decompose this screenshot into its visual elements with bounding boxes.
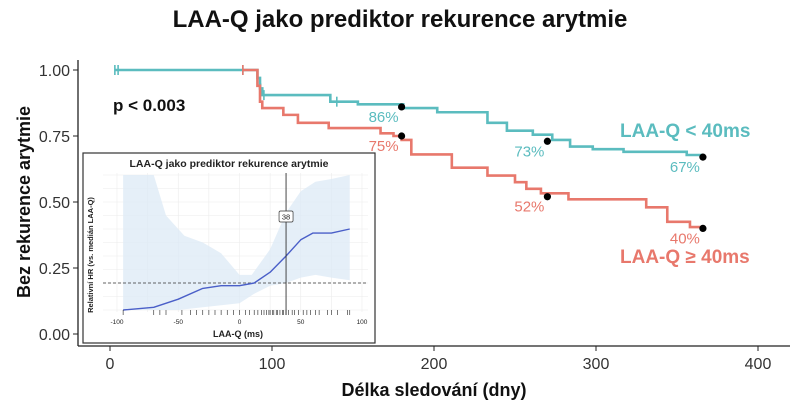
inset-chart: LAA-Q jako prediktor rekurence arytmie L… [82, 152, 376, 344]
x-tick-label: 100 [259, 356, 286, 373]
inset-title: LAA-Q jako prediktor rekurence arytmie [130, 158, 329, 170]
inset-x-tick-label: 100 [357, 319, 368, 326]
y-tick-label: 0.00 [39, 327, 70, 344]
legend-low: LAA-Q < 40ms [620, 121, 750, 142]
inset-cutoff-label: 38 [282, 213, 290, 222]
timepoint-marker [543, 193, 552, 201]
survival-percent-label: 75% [369, 138, 399, 155]
x-tick-label: 400 [745, 356, 772, 373]
inset-cutoff-box [278, 210, 294, 223]
timepoint-marker [543, 137, 552, 145]
timepoint-marker [699, 153, 707, 161]
timepoint-marker [398, 132, 406, 140]
survival-percent-label: 86% [369, 109, 399, 126]
timepoint-marker [699, 224, 707, 232]
legend-high: LAA-Q ≥ 40ms [620, 247, 750, 268]
km-curve-low [114, 68, 703, 157]
x-axis-label: Délka sledování (dny) [341, 380, 526, 400]
timepoint-marker [398, 103, 406, 111]
x-tick-label: 200 [421, 356, 448, 373]
y-tick-label: 0.25 [39, 261, 70, 278]
inset-x-label: LAA-Q (ms) [213, 329, 263, 339]
x-tick-label: 0 [106, 356, 115, 373]
inset-confidence-band [123, 175, 350, 310]
survival-percent-label: 67% [670, 159, 700, 176]
survival-percent-label: 40% [670, 230, 700, 247]
inset-hr-curve [123, 228, 350, 311]
y-tick-label: 0.75 [39, 129, 70, 146]
survival-percent-label: 73% [514, 143, 544, 160]
inset-x-tick-label: -100 [110, 319, 123, 326]
p-value: p < 0.003 [113, 96, 185, 115]
y-tick-label: 1.00 [39, 63, 70, 80]
survival-percent-label: 52% [514, 199, 544, 216]
inset-x-tick-label: 50 [297, 319, 305, 326]
inset-y-label: Relativní HR (vs. medián LAA-Q) [86, 197, 95, 313]
inset-x-tick-label: 0 [238, 319, 242, 326]
y-tick-label: 0.50 [39, 195, 70, 212]
inset-x-tick-label: -50 [174, 319, 184, 326]
km-curve-high [242, 68, 705, 229]
chart-title: LAA-Q jako prediktor rekurence arytmie [172, 6, 628, 33]
x-tick-label: 300 [583, 356, 610, 373]
y-axis-label: Bez rekurence arytmie [14, 106, 34, 298]
